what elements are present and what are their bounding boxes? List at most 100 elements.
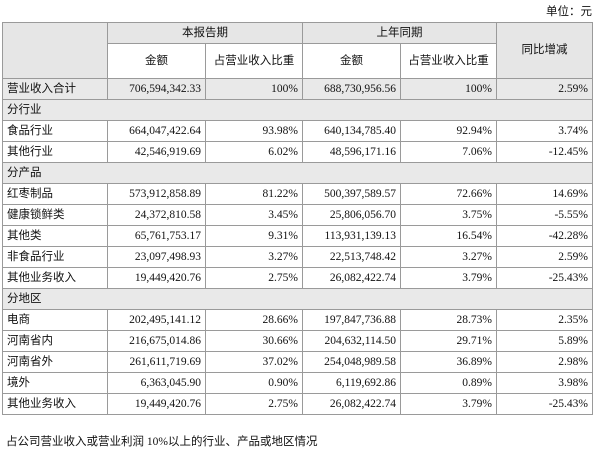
cell: 14.69% bbox=[496, 183, 593, 205]
cell: 23,097,498.93 bbox=[107, 246, 206, 268]
data-row: 非食品行业 23,097,498.93 3.27% 22,513,748.42 3.27… bbox=[2, 246, 593, 268]
header-cell: 本报告期 bbox=[107, 22, 303, 44]
cell: 9.31% bbox=[205, 225, 303, 247]
cell: 0.90% bbox=[205, 372, 303, 394]
cell: 93.98% bbox=[205, 120, 303, 142]
column-header: 占营业收入比重 bbox=[400, 43, 497, 79]
section-row: 分产品 bbox=[2, 162, 593, 184]
row-label: 其他类 bbox=[2, 225, 108, 247]
cell: 3.75% bbox=[400, 204, 497, 226]
cell: 2.59% bbox=[496, 78, 593, 100]
cell: 25,806,056.70 bbox=[302, 204, 401, 226]
cell: 204,632,114.50 bbox=[302, 330, 401, 352]
cell: 197,847,736.88 bbox=[302, 309, 401, 331]
cell: 3.98% bbox=[496, 372, 593, 394]
cell: 113,931,139.13 bbox=[302, 225, 401, 247]
cell: 3.27% bbox=[400, 246, 497, 268]
header-cell: 上年同期 bbox=[302, 22, 497, 44]
cell: 3.79% bbox=[400, 267, 497, 289]
footnote: 占公司营业收入或营业利润 10%以上的行业、产品或地区情况 bbox=[6, 436, 318, 448]
cell: -5.55% bbox=[496, 204, 593, 226]
row-label: 电商 bbox=[2, 309, 108, 331]
cell: 19,449,420.76 bbox=[107, 267, 206, 289]
data-row: 境外 6,363,045.90 0.90% 6,119,692.86 0.89% 3.98… bbox=[2, 372, 593, 394]
data-row: 食品行业 664,047,422.64 93.98% 640,134,785.40 92… bbox=[2, 120, 593, 142]
row-label: 其他行业 bbox=[2, 141, 108, 163]
row-label: 分地区 bbox=[2, 288, 593, 310]
cell: 30.66% bbox=[205, 330, 303, 352]
cell: 3.45% bbox=[205, 204, 303, 226]
corner-cell bbox=[2, 22, 108, 79]
cell: 2.75% bbox=[205, 267, 303, 289]
row-label: 境外 bbox=[2, 372, 108, 394]
row-label: 分产品 bbox=[2, 162, 593, 184]
cell: 2.59% bbox=[496, 246, 593, 268]
row-label: 营业收入合计 bbox=[2, 78, 108, 100]
cell: 42,546,919.69 bbox=[107, 141, 206, 163]
cell: -25.43% bbox=[496, 267, 593, 289]
row-label: 非食品行业 bbox=[2, 246, 108, 268]
column-header: 占营业收入比重 bbox=[205, 43, 303, 79]
cell: 573,912,858.89 bbox=[107, 183, 206, 205]
cell: 16.54% bbox=[400, 225, 497, 247]
cell: 0.89% bbox=[400, 372, 497, 394]
data-row: 营业收入合计 706,594,342.33 100% 688,730,956.56 10… bbox=[2, 78, 593, 100]
cell: 664,047,422.64 bbox=[107, 120, 206, 142]
cell: 261,611,719.69 bbox=[107, 351, 206, 373]
cell: 202,495,141.12 bbox=[107, 309, 206, 331]
cell: 2.98% bbox=[496, 351, 593, 373]
row-label: 分行业 bbox=[2, 99, 593, 121]
row-label: 红枣制品 bbox=[2, 183, 108, 205]
cell: -25.43% bbox=[496, 393, 593, 415]
cell: 688,730,956.56 bbox=[302, 78, 401, 100]
data-row: 河南省外 261,611,719.69 37.02% 254,048,989.58 36… bbox=[2, 351, 593, 373]
data-row: 其他类 65,761,753.17 9.31% 113,931,139.13 16.54… bbox=[2, 225, 593, 247]
cell: 216,675,014.86 bbox=[107, 330, 206, 352]
cell: 28.66% bbox=[205, 309, 303, 331]
cell: 3.79% bbox=[400, 393, 497, 415]
cell: 3.74% bbox=[496, 120, 593, 142]
column-header: 金额 bbox=[107, 43, 206, 79]
row-label: 河南省内 bbox=[2, 330, 108, 352]
data-row: 其他业务收入 19,449,420.76 2.75% 26,082,422.74 3.7… bbox=[2, 393, 593, 415]
cell: 26,082,422.74 bbox=[302, 393, 401, 415]
cell: 100% bbox=[400, 78, 497, 100]
data-row: 其他行业 42,546,919.69 6.02% 48,596,171.16 7.06%… bbox=[2, 141, 593, 163]
cell: 706,594,342.33 bbox=[107, 78, 206, 100]
cell: 254,048,989.58 bbox=[302, 351, 401, 373]
cell: -42.28% bbox=[496, 225, 593, 247]
cell: 37.02% bbox=[205, 351, 303, 373]
cell: 28.73% bbox=[400, 309, 497, 331]
cell: 500,397,589.57 bbox=[302, 183, 401, 205]
row-label: 食品行业 bbox=[2, 120, 108, 142]
revenue-table: 本报告期 上年同期 同比增减 金额 占营业收入比重 金额 占营业收入比重 营业收入合计… bbox=[2, 22, 593, 415]
data-row: 红枣制品 573,912,858.89 81.22% 500,397,589.57 72… bbox=[2, 183, 593, 205]
row-label: 河南省外 bbox=[2, 351, 108, 373]
cell: -12.45% bbox=[496, 141, 593, 163]
cell: 6,119,692.86 bbox=[302, 372, 401, 394]
data-row: 健康锁鲜类 24,372,810.58 3.45% 25,806,056.70 3.75… bbox=[2, 204, 593, 226]
cell: 65,761,753.17 bbox=[107, 225, 206, 247]
data-row: 电商 202,495,141.12 28.66% 197,847,736.88 28.7… bbox=[2, 309, 593, 331]
column-header: 金额 bbox=[302, 43, 401, 79]
cell: 6.02% bbox=[205, 141, 303, 163]
cell: 24,372,810.58 bbox=[107, 204, 206, 226]
header-cell: 同比增减 bbox=[496, 22, 593, 79]
row-label: 其他业务收入 bbox=[2, 393, 108, 415]
cell: 5.89% bbox=[496, 330, 593, 352]
cell: 7.06% bbox=[400, 141, 497, 163]
row-label: 健康锁鲜类 bbox=[2, 204, 108, 226]
data-row: 河南省内 216,675,014.86 30.66% 204,632,114.50 29… bbox=[2, 330, 593, 352]
section-row: 分行业 bbox=[2, 99, 593, 121]
cell: 2.75% bbox=[205, 393, 303, 415]
cell: 640,134,785.40 bbox=[302, 120, 401, 142]
data-row: 其他业务收入 19,449,420.76 2.75% 26,082,422.74 3.7… bbox=[2, 267, 593, 289]
cell: 81.22% bbox=[205, 183, 303, 205]
cell: 19,449,420.76 bbox=[107, 393, 206, 415]
row-label: 其他业务收入 bbox=[2, 267, 108, 289]
cell: 26,082,422.74 bbox=[302, 267, 401, 289]
cell: 100% bbox=[205, 78, 303, 100]
cell: 29.71% bbox=[400, 330, 497, 352]
cell: 22,513,748.42 bbox=[302, 246, 401, 268]
